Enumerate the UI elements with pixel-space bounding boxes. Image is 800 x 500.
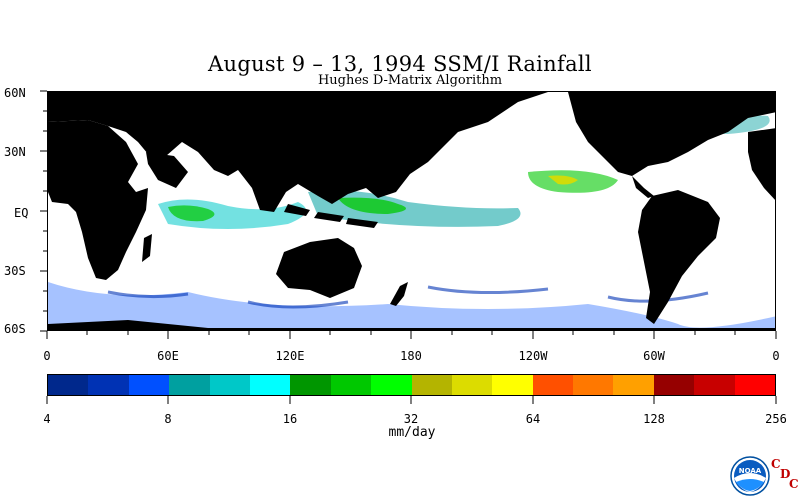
lon-label-60w: 60W	[643, 349, 665, 363]
colorbar-swatch	[169, 375, 210, 395]
colorbar-tick-8: 8	[164, 412, 172, 426]
colorbar-swatch	[492, 375, 533, 395]
rainfall-map-svg	[48, 92, 775, 330]
noaa-logo-icon: NOAA	[730, 456, 770, 496]
cdc-letter-d: D	[780, 467, 791, 481]
colorbar-tick-128: 128	[643, 412, 665, 426]
colorbar-swatch	[290, 375, 331, 395]
colorbar-tick-256: 256	[765, 412, 787, 426]
land-masses	[48, 92, 775, 330]
lat-label-eq: EQ	[14, 206, 29, 220]
colorbar-swatch	[411, 375, 452, 395]
colorbar-tick-32: 32	[403, 412, 419, 426]
colorbar-tick-16: 16	[282, 412, 298, 426]
colorbar-tick-64: 64	[525, 412, 541, 426]
lon-label-120e: 120E	[275, 349, 305, 363]
colorbar-swatch	[613, 375, 654, 395]
cdc-letter-c1: C	[771, 457, 781, 471]
colorbar-swatch	[451, 375, 493, 395]
lon-label-0: 0	[43, 349, 51, 363]
colorbar-tick-4: 4	[43, 412, 51, 426]
colorbar-units: mm/day	[388, 425, 436, 440]
colorbar-swatch	[371, 375, 412, 395]
rainfall-map	[47, 91, 776, 331]
cdc-letter-c2: C	[789, 477, 799, 491]
lat-label-60s: 60S	[4, 322, 26, 336]
colorbar-swatch	[573, 375, 614, 395]
colorbar-swatch	[694, 375, 735, 395]
lat-label-60n: 60N	[4, 86, 26, 100]
lon-label-180: 180	[400, 349, 422, 363]
colorbar-swatch	[653, 375, 695, 395]
colorbar-swatch	[88, 375, 129, 395]
colorbar-swatch	[48, 375, 89, 395]
lat-label-30n: 30N	[4, 145, 26, 159]
colorbar-swatch	[532, 375, 574, 395]
colorbar-swatch	[734, 375, 776, 395]
colorbar-swatch	[330, 375, 372, 395]
noaa-logo-text: NOAA	[739, 467, 762, 475]
lat-label-30s: 30S	[4, 264, 26, 278]
lon-label-60e: 60E	[157, 349, 179, 363]
colorbar-swatch	[209, 375, 250, 395]
lon-label-120w: 120W	[518, 349, 548, 363]
colorbar-swatch	[249, 375, 291, 395]
map-subtitle: Hughes D-Matrix Algorithm	[317, 73, 503, 88]
colorbar-swatch	[128, 375, 170, 395]
rainfall-colorbar	[47, 374, 776, 396]
lon-label-0-end: 0	[772, 349, 780, 363]
map-title: August 9 – 13, 1994 SSM/I Rainfall	[208, 52, 592, 76]
